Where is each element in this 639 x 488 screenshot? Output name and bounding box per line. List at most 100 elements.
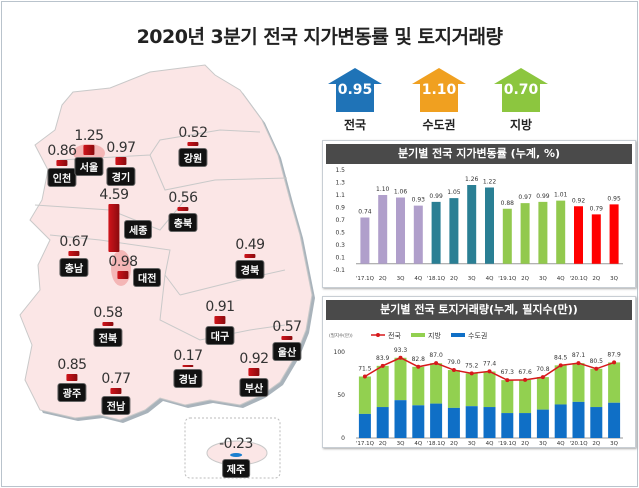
bar-capital	[608, 402, 621, 438]
data-label: 82.8	[412, 356, 426, 363]
point-total	[576, 361, 581, 366]
data-label: 87.0	[429, 352, 443, 359]
land-price-chart-panel: 분기별 전국 지가변동률 (누계, %) -0.1 0.1 0.3 0.5 0.7 0.9…	[322, 140, 636, 288]
bar-local	[590, 368, 603, 408]
data-label: 87.9	[607, 351, 621, 358]
region-name: 서울	[74, 157, 104, 176]
region-value: 0.97	[106, 140, 136, 156]
bar-capital	[358, 413, 371, 438]
region-value: 1.25	[74, 128, 104, 144]
x-tick-label: 3Q	[468, 276, 476, 282]
x-tick-label: '20.1Q	[569, 441, 588, 446]
data-label: 77.4	[483, 360, 497, 367]
land-volume-chart: (필지수(만)) 전국 지방 수도권 0 50 100 71.5 '17.1Q 83.9 2Q 93.…	[329, 331, 623, 447]
point-total	[540, 375, 545, 380]
region-jeonbuk: 0.58 전북	[93, 305, 123, 347]
data-label: 83.9	[376, 355, 390, 362]
region-name: 대전	[133, 268, 162, 287]
x-tick-label: 4Q	[557, 441, 565, 446]
data-label: 79.0	[447, 359, 461, 366]
point-total	[594, 366, 599, 371]
region-gyeongnam: 0.17 경남	[173, 348, 203, 388]
region-gyeonggi: 0.97 경기	[106, 140, 136, 186]
chart-title: 분기별 전국 토지거래량(누계, 필지수(만))	[326, 300, 632, 320]
bar	[378, 195, 388, 264]
y-tick-label: 50	[337, 392, 345, 399]
legend-label: 지방	[428, 331, 441, 340]
region-value: 0.91	[205, 299, 235, 315]
legend-swatch	[451, 333, 465, 337]
bar-capital	[590, 407, 603, 438]
summary-value: 0.70	[503, 82, 539, 98]
y-tick-label: 0.5	[335, 230, 345, 237]
data-label: 67.6	[518, 369, 532, 376]
region-daegu: 0.91 대구	[205, 299, 235, 345]
x-tick-label: 2Q	[379, 441, 387, 446]
bar-capital	[554, 404, 567, 438]
region-name: 충남	[59, 258, 89, 277]
region-value: 4.59	[99, 187, 129, 203]
bar-capital	[394, 400, 407, 438]
region-value: 0.17	[173, 348, 203, 364]
bar-local	[519, 379, 532, 414]
unit-label: (필지수(만))	[329, 332, 353, 339]
region-name: 충북	[168, 213, 198, 232]
data-label: 0.92	[572, 197, 586, 204]
x-tick-label: 3Q	[397, 276, 405, 282]
data-label: 75.2	[465, 362, 479, 369]
summary-value: 0.95	[337, 82, 373, 98]
region-incheon: 0.86 인천	[47, 143, 77, 187]
x-tick-label: '19.1Q	[498, 276, 517, 282]
bar-capital	[447, 407, 460, 438]
region-name: 대구	[205, 326, 235, 345]
region-value: 0.67	[59, 234, 89, 250]
bar	[431, 201, 441, 264]
region-gangwon: 0.52 강원	[178, 125, 208, 167]
bar-capital	[465, 406, 478, 438]
data-label: 93.3	[394, 347, 408, 354]
region-value: 0.52	[178, 125, 208, 141]
bar	[360, 217, 370, 264]
region-value: 0.86	[47, 143, 77, 159]
summary-label: 전국	[343, 118, 367, 132]
data-label: 0.88	[501, 200, 515, 207]
x-tick-label: 4Q	[557, 276, 565, 282]
y-tick-label: 1.3	[335, 180, 345, 187]
region-ulsan: 0.57 울산	[272, 319, 302, 361]
data-label: 71.5	[358, 366, 372, 373]
x-tick-label: 4Q	[486, 276, 494, 282]
region-chungnam: 0.67 충남	[59, 234, 89, 277]
region-jeju: -0.23 제주	[219, 436, 253, 478]
region-name: 전북	[93, 328, 123, 347]
point-total	[451, 368, 456, 373]
data-label: 0.79	[590, 205, 604, 212]
region-name: 인천	[47, 168, 77, 187]
y-tick-label: -0.1	[333, 267, 345, 274]
region-name: 강원	[178, 148, 208, 167]
region-name: 세종	[124, 220, 153, 239]
x-tick-label: 3Q	[468, 441, 476, 446]
x-tick-label: '19.1Q	[498, 441, 517, 446]
data-label: 1.06	[394, 189, 408, 196]
point-total	[434, 361, 439, 366]
data-label: 67.3	[501, 369, 515, 376]
bar-local	[554, 365, 567, 405]
point-total	[487, 369, 492, 374]
y-tick-label: 1.5	[335, 167, 345, 174]
region-name: 경북	[235, 260, 265, 279]
y-tick-label: 100	[334, 349, 346, 356]
region-value: 0.85	[57, 357, 87, 373]
up-arrow-icon	[494, 68, 548, 112]
region-name: 울산	[272, 342, 302, 361]
x-tick-label: 3Q	[539, 441, 547, 446]
x-tick-label: 3Q	[610, 441, 618, 446]
x-tick-label: 2Q	[450, 276, 458, 282]
bar	[413, 205, 423, 264]
bar	[502, 208, 512, 264]
land-price-chart: -0.1 0.1 0.3 0.5 0.7 0.9 1.1 1.3 1.5 0.74 '17.1Q 1.…	[333, 167, 623, 282]
data-label: 1.01	[554, 192, 568, 199]
data-label: 0.74	[358, 209, 372, 216]
region-value: 0.56	[168, 190, 198, 206]
bar	[574, 206, 583, 264]
bar-capital	[519, 413, 532, 438]
